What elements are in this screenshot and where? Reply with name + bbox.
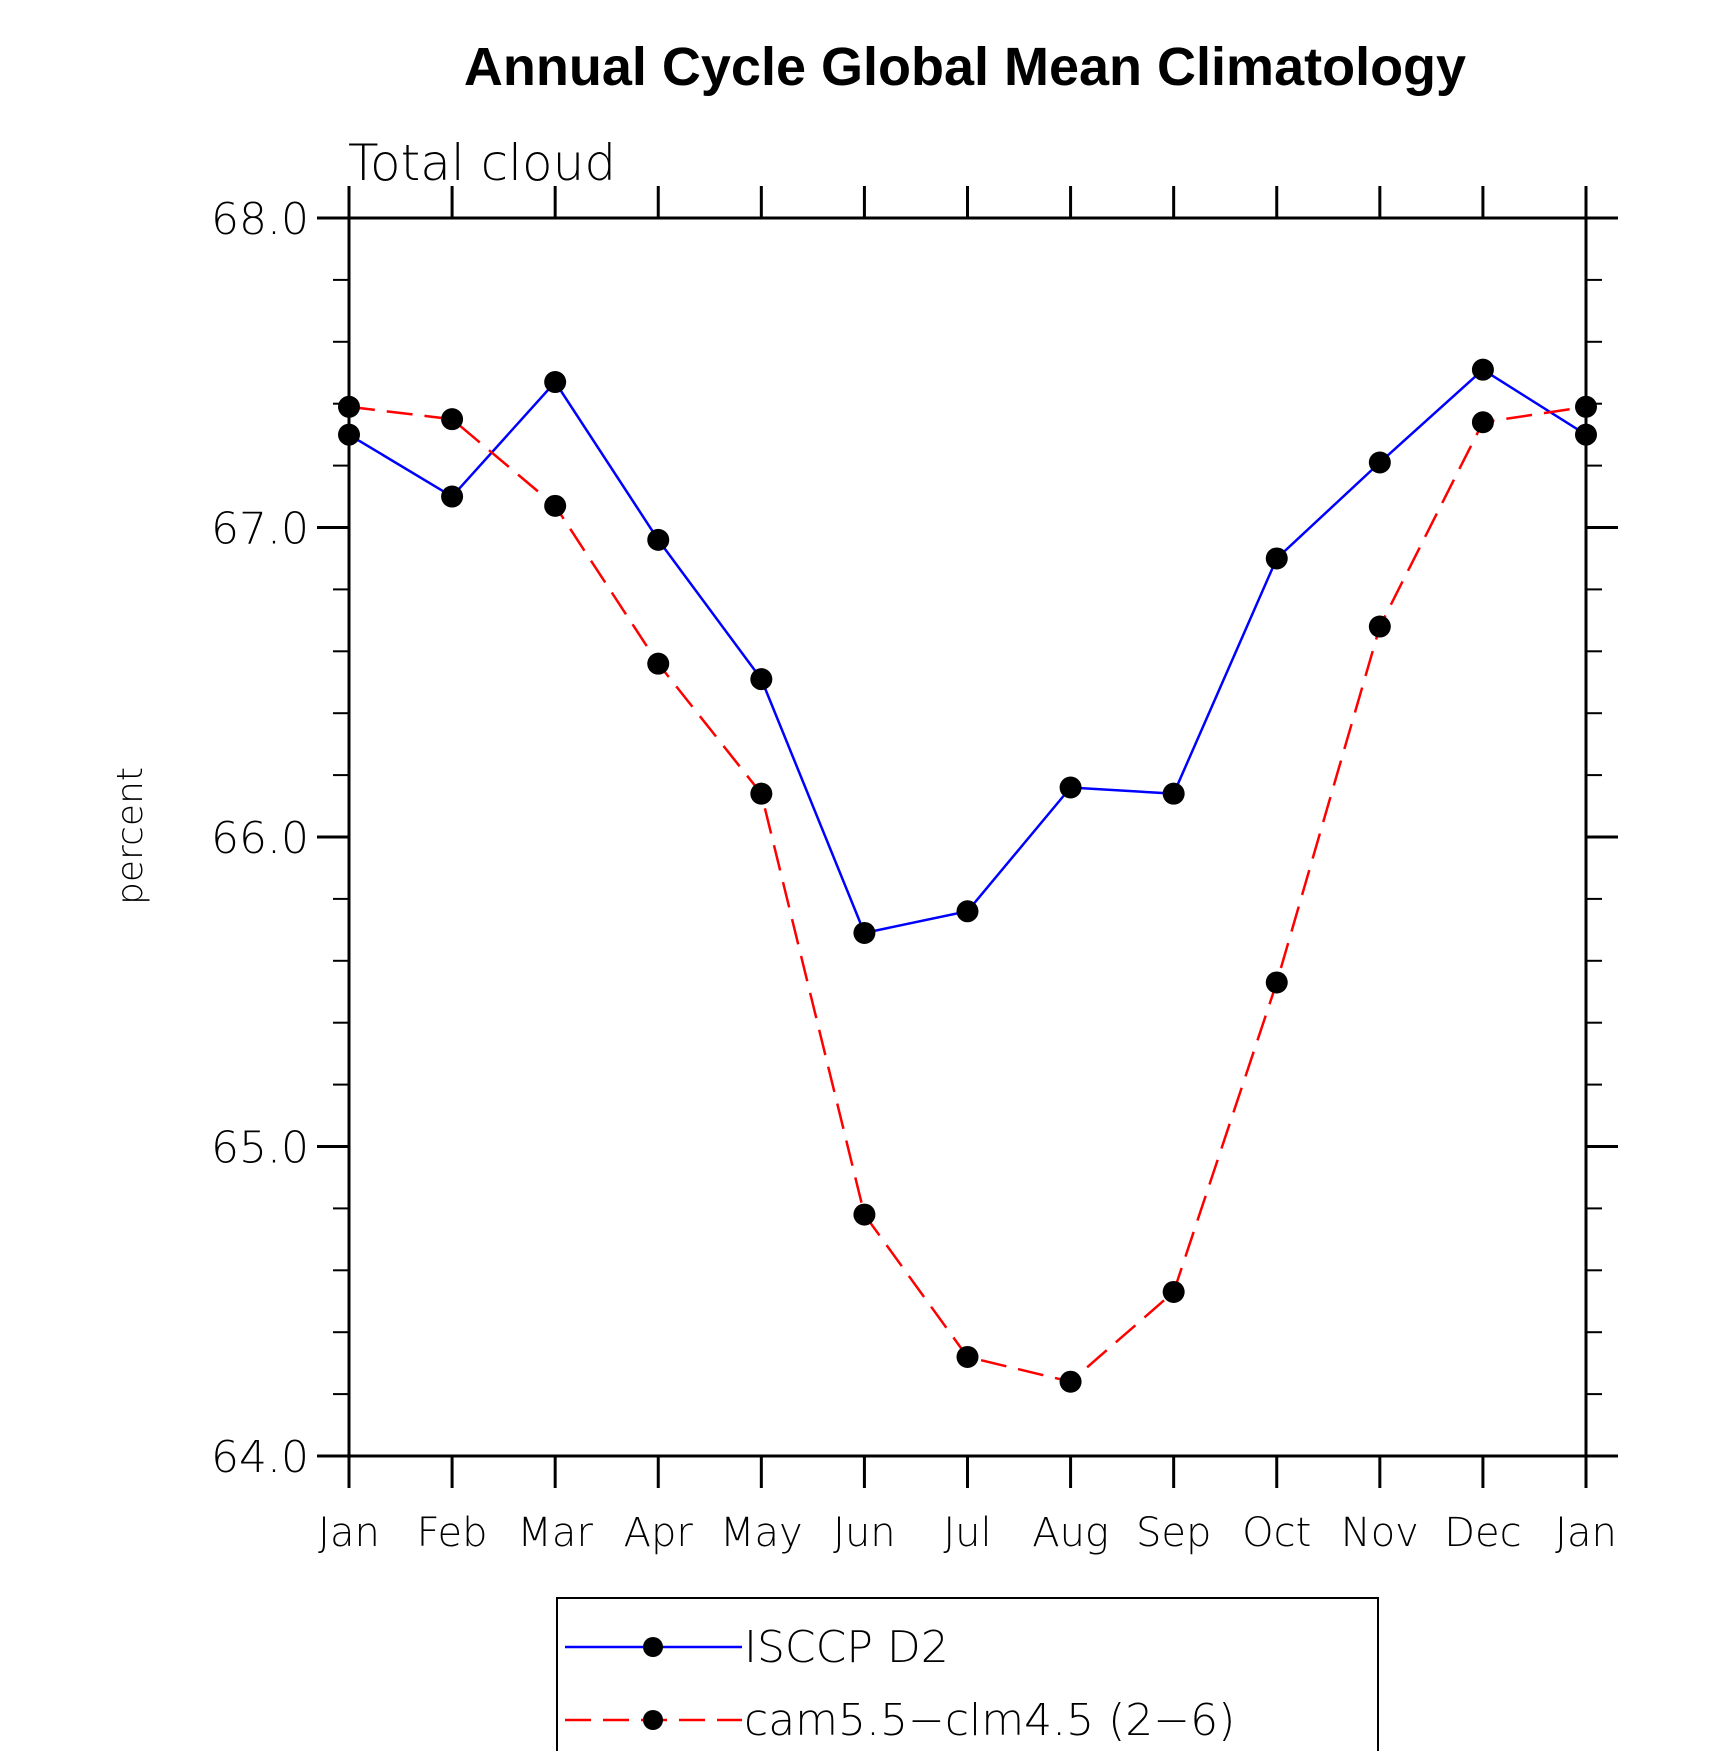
x-axis: Jan Feb Mar Apr May Jun Jul Aug Sep Oct Nov Dec Jan — [318, 186, 1617, 1556]
series-1-point — [1059, 1370, 1082, 1393]
x-tick-label: May — [720, 1510, 803, 1556]
x-tick-label: Mar — [517, 1510, 593, 1556]
series-0-point — [1162, 782, 1185, 805]
y-tick-label: 66.0 — [211, 813, 309, 864]
series-1-point — [647, 652, 670, 675]
x-tick-label: Aug — [1032, 1510, 1109, 1556]
series-0-point — [750, 668, 773, 691]
x-tick-label: Apr — [624, 1510, 694, 1556]
legend-item-cam: cam5.5−clm4.5 (2−6) — [565, 1695, 1235, 1746]
y-tick-label: 64.0 — [211, 1432, 309, 1483]
x-tick-label: Feb — [417, 1510, 488, 1556]
x-tick-label: Oct — [1242, 1510, 1311, 1556]
series-0-point — [441, 485, 464, 508]
series-0-point — [1059, 776, 1082, 799]
series-0-point — [544, 371, 567, 394]
series-1-point — [853, 1203, 876, 1226]
series-layer — [338, 358, 1597, 1393]
legend-label-isccp: ISCCP D2 — [744, 1622, 949, 1673]
legend-marker-cam — [643, 1710, 663, 1730]
series-1-point — [1162, 1280, 1185, 1303]
series-0-point — [1368, 451, 1391, 474]
x-tick-label: Jan — [318, 1510, 380, 1556]
series-1-point — [1575, 395, 1597, 418]
series-0-point — [338, 423, 360, 446]
series-0-point — [647, 528, 670, 551]
y-tick-label: 68.0 — [211, 194, 309, 245]
series-1-point — [1368, 615, 1391, 638]
x-tick-label: Jun — [833, 1510, 896, 1556]
x-tick-label: Jan — [1555, 1510, 1617, 1556]
series-0-point — [1575, 423, 1597, 446]
chart-title: Annual Cycle Global Mean Climatology — [464, 37, 1466, 97]
chart-subtitle: Total cloud — [348, 134, 616, 192]
legend-item-isccp: ISCCP D2 — [565, 1622, 949, 1673]
series-1-point — [338, 395, 360, 418]
series-0-point — [956, 900, 979, 923]
series-1-point — [544, 494, 567, 517]
x-tick-label: Nov — [1341, 1510, 1419, 1556]
series-1-point — [1265, 971, 1288, 994]
series-1-point — [956, 1345, 979, 1368]
y-axis: 64.0 65.0 66.0 67.0 68.0 — [211, 194, 1618, 1483]
legend-marker-isccp — [643, 1637, 663, 1657]
legend-box — [556, 1597, 1379, 1751]
series-1-point — [1471, 411, 1494, 434]
series-1-point — [750, 782, 773, 805]
series-line-0 — [348, 368, 1587, 935]
series-0-point — [853, 921, 876, 944]
series-line-1 — [348, 405, 1587, 1384]
series-0-point — [1265, 547, 1288, 570]
series-1-point — [441, 408, 464, 431]
legend-label-cam: cam5.5−clm4.5 (2−6) — [744, 1695, 1235, 1746]
y-tick-label: 65.0 — [211, 1123, 309, 1174]
y-axis-label: percent — [110, 767, 151, 905]
legend: ISCCP D2 cam5.5−clm4.5 (2−6) — [556, 1597, 1379, 1751]
y-tick-label: 67.0 — [211, 504, 309, 555]
series-0-point — [1471, 358, 1494, 381]
x-tick-label: Sep — [1136, 1510, 1211, 1556]
x-tick-label: Jul — [943, 1510, 991, 1556]
x-tick-label: Dec — [1444, 1510, 1521, 1556]
